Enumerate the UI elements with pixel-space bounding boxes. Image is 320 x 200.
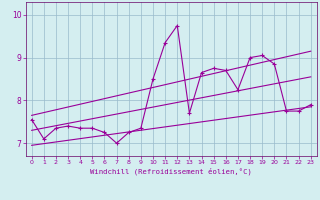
X-axis label: Windchill (Refroidissement éolien,°C): Windchill (Refroidissement éolien,°C) <box>90 168 252 175</box>
